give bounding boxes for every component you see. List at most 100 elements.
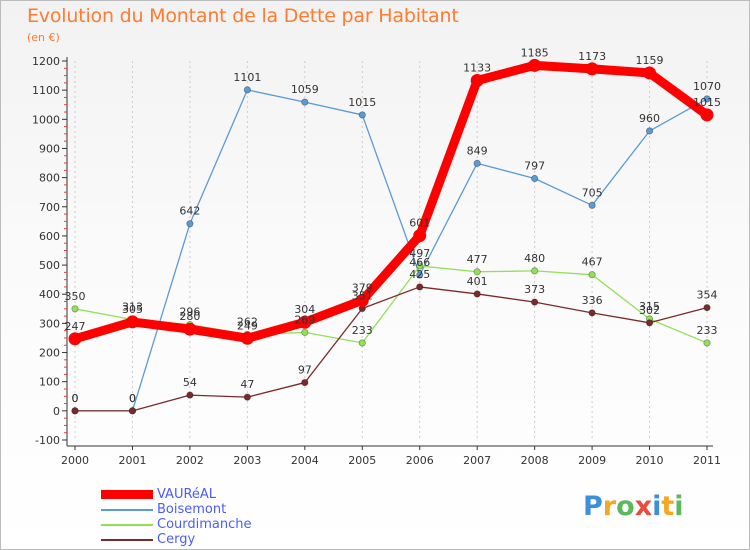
- y-tick-label: 500: [39, 259, 60, 272]
- data-label: 0: [129, 392, 136, 405]
- series-line-vauréal: [70, 60, 712, 344]
- y-tick-label: 900: [39, 142, 60, 155]
- data-point: [470, 74, 484, 88]
- data-point: [301, 378, 309, 387]
- data-label: 233: [352, 324, 373, 337]
- logo-letter: P: [583, 491, 603, 522]
- data-point: [528, 58, 542, 72]
- y-tick-label: 600: [39, 230, 60, 243]
- legend-label: Boisemont: [157, 502, 227, 517]
- data-label: 379: [352, 281, 373, 294]
- data-label: 296: [179, 306, 200, 319]
- data-label: 373: [524, 283, 545, 296]
- y-tick-label: 0: [53, 405, 60, 418]
- data-label: 350: [65, 290, 86, 303]
- data-label: 425: [409, 268, 430, 281]
- data-label: 304: [294, 303, 315, 316]
- chart-unit: (en €): [27, 31, 60, 44]
- data-point: [243, 393, 251, 401]
- data-point: [588, 201, 596, 209]
- data-label: 354: [697, 289, 718, 302]
- data-point: [703, 304, 711, 312]
- data-point: [125, 315, 139, 329]
- y-tick-label: 700: [39, 201, 60, 214]
- data-label: 47: [240, 378, 254, 391]
- data-label: 315: [639, 300, 660, 313]
- data-label: 249: [237, 319, 258, 332]
- legend-item: Boisemont: [101, 502, 252, 517]
- data-point: [301, 98, 309, 106]
- x-tick-label: 2008: [521, 454, 549, 467]
- logo-letter: r: [602, 491, 617, 522]
- data-label: 1070: [693, 80, 721, 93]
- legend-label: Courdimanche: [157, 517, 252, 532]
- data-label: 280: [179, 310, 200, 323]
- data-point: [243, 86, 251, 94]
- data-labels: 247 305 280 249 304 379 601 1133 1185 1173 1159 101…: [65, 46, 722, 404]
- data-point: [71, 305, 79, 313]
- data-label: 705: [582, 186, 603, 199]
- x-tick-label: 2006: [406, 454, 434, 467]
- data-label: 1173: [578, 50, 606, 63]
- data-point: [240, 331, 254, 345]
- data-label: 262: [237, 315, 258, 328]
- x-tick-label: 2010: [636, 454, 664, 467]
- data-label: 467: [582, 256, 603, 269]
- logo-letter: i: [652, 491, 662, 522]
- legend-swatch: [101, 538, 153, 541]
- y-tick-label: 1000: [32, 113, 60, 126]
- data-point: [71, 407, 79, 415]
- data-point: [416, 271, 424, 279]
- data-label: 269: [294, 313, 315, 326]
- data-point: [588, 309, 596, 317]
- y-tick-label: -100: [35, 434, 60, 447]
- data-point: [473, 159, 481, 167]
- x-tick-label: 2000: [61, 454, 89, 467]
- data-point: [416, 283, 424, 291]
- logo-letter: x: [634, 491, 653, 522]
- data-label: 601: [409, 217, 430, 230]
- axes: -100010020030040050060070080090010001100…: [32, 55, 721, 467]
- data-point: [298, 315, 312, 329]
- data-point: [531, 298, 539, 306]
- data-label: 0: [129, 392, 136, 405]
- logo-letter: o: [616, 491, 635, 522]
- data-point: [645, 127, 654, 135]
- legend-swatch: [101, 523, 153, 526]
- data-label: 1185: [521, 46, 549, 59]
- data-label: 313: [122, 301, 143, 314]
- data-point: [355, 293, 369, 307]
- data-point: [416, 262, 424, 270]
- data-label: 1133: [463, 62, 491, 75]
- logo-letter: i: [674, 491, 684, 522]
- data-label: 336: [582, 294, 603, 307]
- data-point: [186, 220, 194, 228]
- data-point: [703, 339, 711, 347]
- series-line-boisemont: [74, 89, 708, 412]
- series-line-courdimanche: [74, 265, 708, 344]
- data-label: 642: [179, 205, 200, 218]
- data-label: 797: [524, 159, 545, 172]
- legend-label: Cergy: [157, 532, 196, 547]
- x-tick-label: 2009: [578, 454, 606, 467]
- legend-item: VAURéAL: [101, 487, 252, 502]
- data-label: 1159: [636, 54, 664, 67]
- legend-label: VAURéAL: [157, 487, 217, 502]
- logo-letter: t: [661, 491, 675, 522]
- data-label: 233: [697, 324, 718, 337]
- y-tick-label: 800: [39, 172, 60, 185]
- legend: VAURéAL Boisemont Courdimanche Cergy: [101, 487, 252, 547]
- data-label: 0: [72, 392, 79, 405]
- x-tick-label: 2002: [176, 454, 204, 467]
- proxiti-logo: Proxiti: [583, 491, 684, 522]
- data-label: 477: [467, 253, 488, 266]
- x-tick-label: 2001: [118, 454, 146, 467]
- series-line-cergy: [74, 286, 708, 412]
- data-point: [531, 267, 539, 275]
- data-label: 302: [639, 304, 660, 317]
- data-label: 97: [298, 364, 312, 377]
- data-point: [473, 290, 481, 298]
- data-point: [68, 332, 82, 346]
